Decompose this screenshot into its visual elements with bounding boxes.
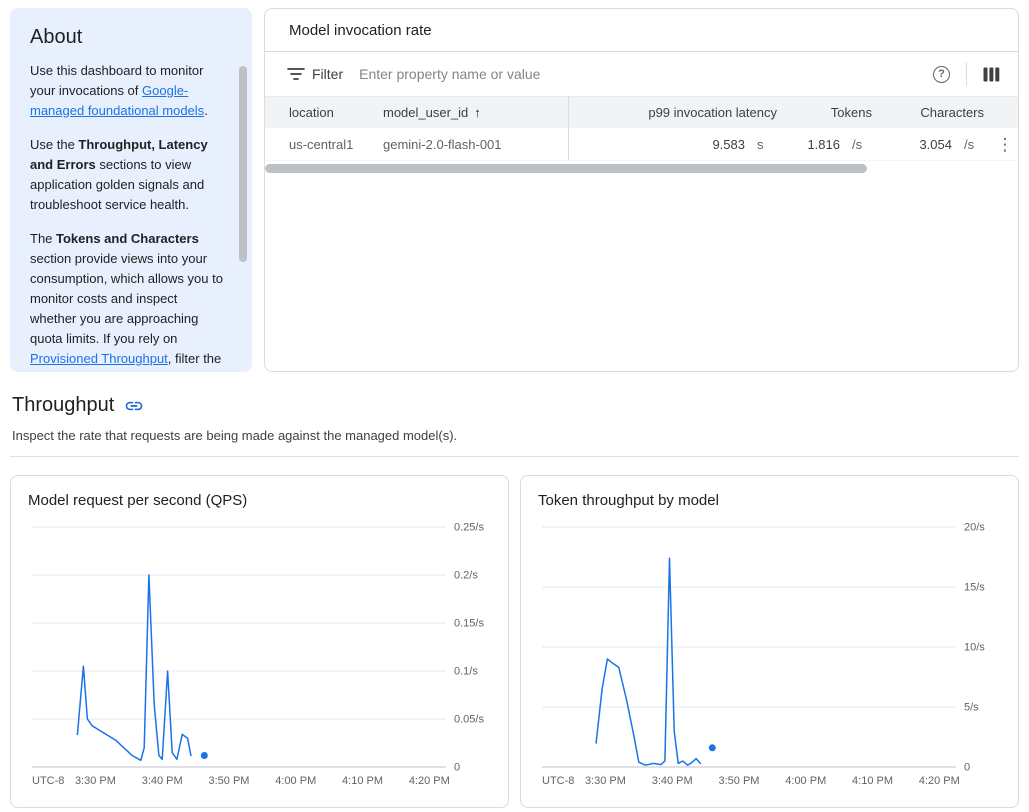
section-link-icon[interactable]: [124, 396, 144, 416]
about-p3-end: , filter the: [167, 351, 222, 366]
tokens-unit: /s: [852, 136, 863, 152]
filter-input[interactable]: [357, 65, 933, 83]
svg-text:3:40 PM: 3:40 PM: [142, 775, 183, 787]
svg-text:3:40 PM: 3:40 PM: [652, 775, 693, 787]
cell-location: us-central1: [289, 136, 354, 152]
about-p1-text: Use this dashboard to monitor your invoc…: [30, 63, 204, 98]
cell-model-user-id: gemini-2.0-flash-001: [383, 128, 569, 160]
about-title: About: [30, 26, 83, 48]
cell-characters: 3.054 /s: [876, 137, 988, 152]
throughput-section-description: Inspect the rate that requests are being…: [12, 428, 458, 443]
qps-chart-card: Model request per second (QPS) 0 0.05/s 0.…: [10, 475, 509, 808]
svg-text:0: 0: [964, 762, 970, 774]
filter-row-divider: [966, 62, 967, 86]
about-paragraph-3: The Tokens and Characters section provid…: [30, 229, 226, 369]
table-row[interactable]: us-central1 gemini-2.0-flash-001 9.583 s…: [265, 128, 1018, 161]
help-icon[interactable]: ?: [933, 65, 950, 83]
svg-text:4:00 PM: 4:00 PM: [785, 775, 826, 787]
svg-text:3:30 PM: 3:30 PM: [75, 775, 116, 787]
filter-button[interactable]: Filter: [287, 66, 343, 82]
svg-text:4:20 PM: 4:20 PM: [919, 775, 960, 787]
svg-text:4:10 PM: 4:10 PM: [852, 775, 893, 787]
p99-unit: s: [757, 136, 764, 152]
column-picker-icon[interactable]: [983, 67, 1000, 82]
table-horizontal-scrollbar: [265, 164, 1018, 173]
svg-text:0.1/s: 0.1/s: [454, 666, 478, 678]
table-header-row: location model_user_id ↑ p99 invocation …: [265, 97, 1018, 128]
svg-text:4:00 PM: 4:00 PM: [275, 775, 316, 787]
model-invocation-rate-card: Model invocation rate Filter ?: [264, 8, 1019, 372]
svg-text:20/s: 20/s: [964, 522, 985, 534]
svg-text:15/s: 15/s: [964, 582, 985, 594]
token-throughput-chart-title: Token throughput by model: [538, 492, 719, 509]
p99-value: 9.583: [712, 136, 745, 152]
row-overflow-menu-icon[interactable]: ⋮: [996, 134, 1014, 154]
col-header-model-user-id[interactable]: model_user_id ↑: [383, 97, 569, 128]
section-divider: [10, 456, 1019, 457]
svg-text:10/s: 10/s: [964, 642, 985, 654]
svg-text:UTC-8: UTC-8: [542, 775, 574, 787]
qps-chart: 0 0.05/s 0.1/s 0.15/s 0.2/s 0.25/s UTC-8 3:30 P…: [32, 522, 484, 787]
table-horizontal-scrollbar-thumb[interactable]: [265, 164, 868, 173]
svg-text:0.25/s: 0.25/s: [454, 522, 484, 534]
sort-ascending-icon[interactable]: ↑: [474, 105, 481, 120]
token-throughput-chart-card: Token throughput by model 0 5/s 10/s 15/s 20…: [520, 475, 1019, 808]
about-p2-end: sections to view application golden sign…: [30, 157, 205, 212]
throughput-section-header: Throughput: [12, 394, 1017, 417]
google-managed-models-link[interactable]: Google-managed foundational models: [30, 83, 205, 118]
qps-chart-title: Model request per second (QPS): [28, 492, 248, 509]
col-header-p99-latency[interactable]: p99 invocation latency: [648, 105, 777, 120]
svg-text:0: 0: [454, 762, 460, 774]
about-card-scrollbar[interactable]: [239, 66, 247, 262]
about-card: About Use this dashboard to monitor your…: [10, 8, 252, 372]
svg-text:3:30 PM: 3:30 PM: [585, 775, 626, 787]
provisioned-throughput-link[interactable]: Provisioned Throughput: [30, 351, 168, 366]
about-paragraph-2: Use the Throughput, Latency and Errors s…: [30, 135, 226, 215]
throughput-section-title: Throughput: [12, 394, 115, 416]
svg-text:5/s: 5/s: [964, 702, 979, 714]
charts-row: Model request per second (QPS) 0 0.05/s 0.…: [10, 475, 1019, 808]
token-throughput-chart: 0 5/s 10/s 15/s 20/s UTC-8 3:30 PM 3:40 PM 3:50 …: [542, 522, 985, 787]
svg-text:UTC-8: UTC-8: [32, 775, 64, 787]
about-p3-mid: section provide views into your consumpt…: [30, 251, 223, 346]
svg-text:4:10 PM: 4:10 PM: [342, 775, 383, 787]
cell-tokens: 1.816 /s: [781, 137, 876, 152]
about-p2-text: Use the: [30, 137, 79, 152]
cell-p99-latency: 9.583 s: [569, 137, 781, 152]
filter-row: Filter ?: [265, 52, 1018, 97]
svg-text:0.05/s: 0.05/s: [454, 714, 484, 726]
col-header-model-user-id-label: model_user_id: [383, 105, 469, 120]
col-header-location[interactable]: location: [289, 105, 334, 120]
about-p3-bold: Tokens and Characters: [56, 231, 199, 246]
about-p2-bold: Throughput, Latency and Errors: [30, 137, 208, 172]
svg-text:3:50 PM: 3:50 PM: [718, 775, 759, 787]
characters-value: 3.054: [919, 136, 952, 152]
about-p3-text: The: [30, 231, 57, 246]
model-invocation-rate-title: Model invocation rate: [289, 22, 432, 39]
tokens-value: 1.816: [807, 136, 840, 152]
top-row: About Use this dashboard to monitor your…: [10, 8, 1019, 372]
col-header-tokens[interactable]: Tokens: [830, 105, 872, 120]
svg-text:0.2/s: 0.2/s: [454, 570, 478, 582]
about-paragraph-1: Use this dashboard to monitor your invoc…: [30, 61, 226, 121]
card-title-row: Model invocation rate: [265, 9, 1018, 52]
filter-icon: [287, 68, 305, 80]
svg-text:0.15/s: 0.15/s: [454, 618, 484, 630]
svg-text:3:50 PM: 3:50 PM: [208, 775, 249, 787]
filter-label: Filter: [312, 66, 344, 82]
characters-unit: /s: [964, 136, 975, 152]
svg-text:4:20 PM: 4:20 PM: [409, 775, 450, 787]
col-header-characters[interactable]: Characters: [920, 105, 984, 120]
about-p1-end: .: [204, 103, 208, 118]
